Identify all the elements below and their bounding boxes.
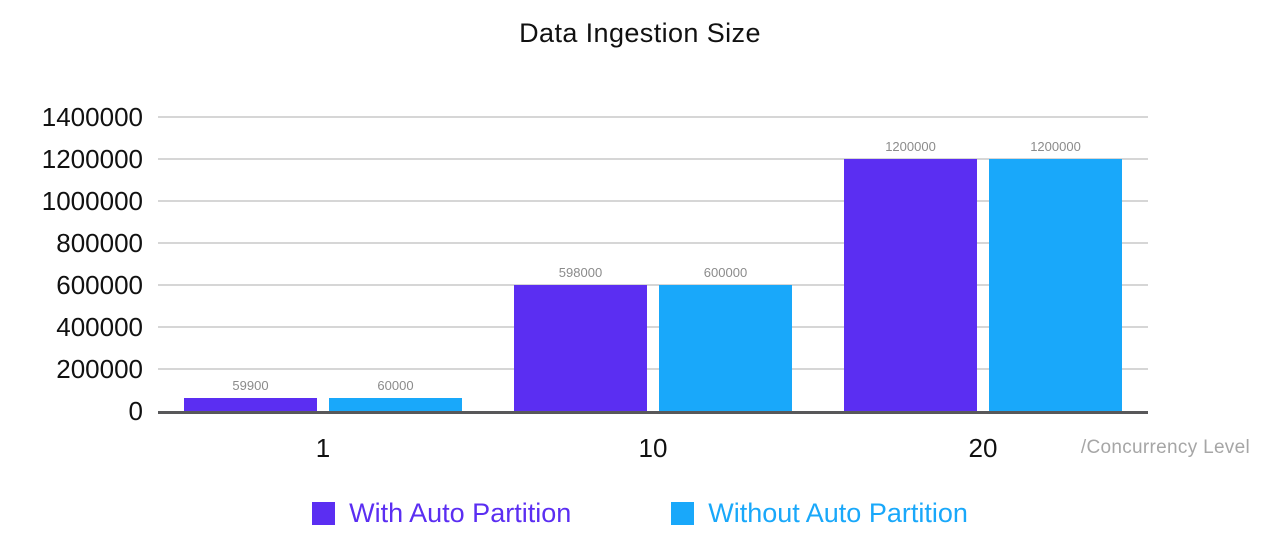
legend-swatch (312, 501, 336, 525)
bar-without-auto-partition-concurrency-20 (989, 159, 1122, 411)
bar-without-auto-partition-concurrency-1 (329, 398, 462, 411)
legend-swatch (671, 501, 695, 525)
x-tick-label: 10 (638, 433, 668, 463)
x-axis-line (158, 411, 1148, 414)
gridline (158, 242, 1148, 244)
plot-area: 1400000 1200000 1000000 800000 600000 400000 2… (42, 104, 1148, 463)
bar-with-auto-partition-concurrency-1 (184, 398, 317, 411)
legend: With Auto Partition Without Auto Partitio… (0, 498, 1280, 528)
bar-value-label: 60000 (377, 378, 414, 394)
legend-label: With Auto Partition (349, 498, 572, 528)
bar-value-label: 1200000 (1030, 139, 1081, 154)
bar-with-auto-partition-concurrency-10 (514, 285, 647, 411)
gridline (158, 368, 1148, 370)
y-tick-label: 1400000 (41, 102, 143, 132)
gridline (158, 284, 1148, 286)
gridline (158, 200, 1148, 202)
y-tick-label: 600000 (56, 270, 143, 300)
gridline (158, 158, 1148, 160)
y-tick-label: 0 (128, 396, 143, 426)
x-axis-unit-label: /Concurrency Level (1080, 437, 1250, 458)
chart-title: Data Ingestion Size (519, 18, 761, 48)
bar-value-label: 600000 (703, 265, 748, 280)
bar-value-label: 598000 (558, 265, 603, 281)
x-tick-label: 1 (315, 433, 331, 463)
bar-value-label: 59900 (232, 378, 269, 394)
y-tick-label: 1000000 (41, 186, 143, 216)
gridline (158, 116, 1148, 118)
y-tick-label: 400000 (56, 312, 143, 342)
x-tick-label: 20 (968, 433, 998, 463)
legend-item-with-auto-partition: With Auto Partition (312, 498, 571, 528)
gridline (158, 326, 1148, 328)
y-tick-label: 800000 (56, 228, 143, 258)
legend-item-without-auto-partition: Without Auto Partition (671, 498, 968, 528)
legend-label: Without Auto Partition (708, 498, 968, 528)
bar-with-auto-partition-concurrency-20 (844, 159, 977, 411)
bar-value-label: 1200000 (885, 139, 936, 154)
bar-without-auto-partition-concurrency-10 (659, 285, 792, 411)
y-tick-label: 200000 (56, 354, 143, 384)
y-tick-label: 1200000 (41, 144, 143, 174)
